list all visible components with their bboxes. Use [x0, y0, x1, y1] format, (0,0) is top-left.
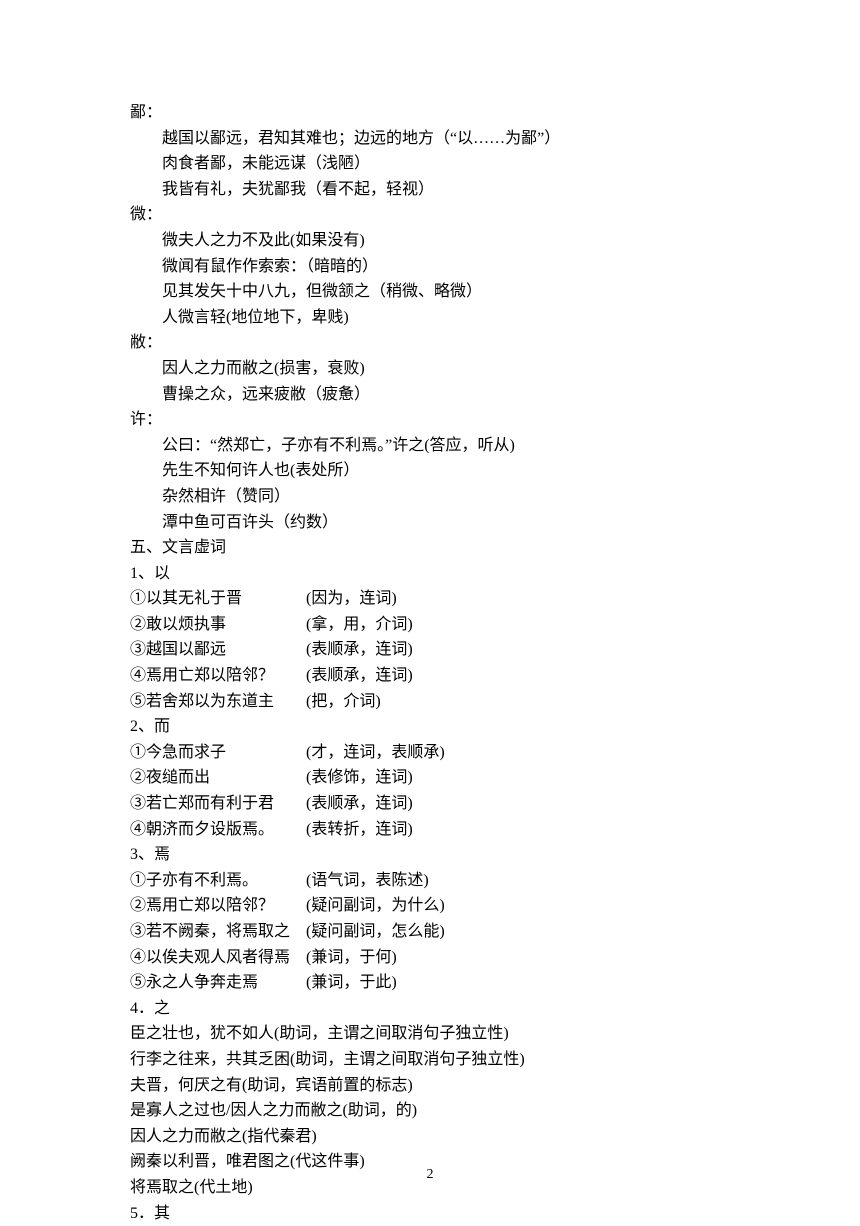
- func-word-row: ③越国以鄙远 (表顺承，连词): [130, 637, 730, 663]
- section-bi2-title: 敝：: [130, 330, 730, 356]
- group-qi-label: 5．其: [130, 1201, 730, 1226]
- document-content: 鄙： 越国以鄙远，君知其难也；边远的地方（“以……为鄙”） 肉食者鄙，未能远谋（…: [130, 100, 730, 1226]
- func-word-row: ②敢以烦执事 (拿，用，介词): [130, 612, 730, 638]
- group-er-label: 2、而: [130, 714, 730, 740]
- section-xu-line: 先生不知何许人也(表处所）: [130, 458, 730, 484]
- group-zhi-line: 臣之壮也，犹不如人(助词，主谓之间取消句子独立性): [130, 1021, 730, 1047]
- section-xu-line: 杂然相许（赞同）: [130, 484, 730, 510]
- section-xu-line: 潭中鱼可百许头（约数）: [130, 510, 730, 536]
- func-word-row: ①以其无礼于晋 (因为，连词): [130, 586, 730, 612]
- group-zhi-line: 行李之往来，共其乏困(助词，主谓之间取消句子独立性): [130, 1047, 730, 1073]
- group-zhi-line: 是寡人之过也/因人之力而敝之(助词，的): [130, 1098, 730, 1124]
- func-word-text: ①子亦有不利焉。: [130, 868, 306, 894]
- section-bi-line: 我皆有礼，夫犹鄙我（看不起，轻视）: [130, 177, 730, 203]
- func-word-row: ⑤永之人争奔走焉 (兼词，于此): [130, 970, 730, 996]
- func-word-note: (因为，连词): [306, 586, 730, 612]
- func-word-text: ④焉用亡郑以陪邻？: [130, 663, 306, 689]
- function-words-title: 五、文言虚词: [130, 535, 730, 561]
- func-word-text: ②焉用亡郑以陪邻？: [130, 893, 306, 919]
- func-word-row: ⑤若舍郑以为东道主 (把，介词): [130, 689, 730, 715]
- section-wei-line: 人微言轻(地位地下，卑贱): [130, 305, 730, 331]
- func-word-row: ③若不阙秦，将焉取之 (疑问副词，怎么能): [130, 919, 730, 945]
- section-bi-line: 肉食者鄙，未能远谋（浅陋）: [130, 151, 730, 177]
- func-word-note: (兼词，于此): [306, 970, 730, 996]
- func-word-row: ④焉用亡郑以陪邻？ (表顺承，连词): [130, 663, 730, 689]
- func-word-text: ③若不阙秦，将焉取之: [130, 919, 306, 945]
- section-wei-line: 微闻有鼠作作索索：（暗暗的）: [130, 254, 730, 280]
- section-xu-title: 许：: [130, 407, 730, 433]
- section-xu-line: 公曰：“然郑亡，子亦有不利焉。”许之(答应，听从): [130, 433, 730, 459]
- func-word-note: (疑问副词，为什么): [306, 893, 730, 919]
- func-word-note: (兼词，于何): [306, 945, 730, 971]
- func-word-note: (表转折，连词): [306, 817, 730, 843]
- func-word-note: (疑问副词，怎么能): [306, 919, 730, 945]
- func-word-text: ④朝济而夕设版焉。: [130, 817, 306, 843]
- func-word-text: ⑤若舍郑以为东道主: [130, 689, 306, 715]
- func-word-note: (语气词，表陈述): [306, 868, 730, 894]
- func-word-row: ④朝济而夕设版焉。 (表转折，连词): [130, 817, 730, 843]
- section-bi-title: 鄙：: [130, 100, 730, 126]
- func-word-text: ⑤永之人争奔走焉: [130, 970, 306, 996]
- section-bi2-line: 因人之力而敝之(损害，衰败): [130, 356, 730, 382]
- func-word-text: ④以俟夫观人风者得焉: [130, 945, 306, 971]
- func-word-note: (表顺承，连词): [306, 663, 730, 689]
- func-word-note: (表修饰，连词): [306, 765, 730, 791]
- func-word-row: ④以俟夫观人风者得焉 (兼词，于何): [130, 945, 730, 971]
- func-word-note: (表顺承，连词): [306, 791, 730, 817]
- group-yi-label: 1、以: [130, 561, 730, 587]
- group-yan-label: 3、焉: [130, 842, 730, 868]
- func-word-row: ②焉用亡郑以陪邻？ (疑问副词，为什么): [130, 893, 730, 919]
- section-wei-title: 微：: [130, 202, 730, 228]
- group-zhi-label: 4．之: [130, 996, 730, 1022]
- group-zhi-line: 因人之力而敝之(指代秦君): [130, 1124, 730, 1150]
- func-word-row: ①今急而求子 (才，连词，表顺承): [130, 740, 730, 766]
- func-word-text: ②敢以烦执事: [130, 612, 306, 638]
- func-word-note: (把，介词): [306, 689, 730, 715]
- section-wei-line: 见其发矢十中八九，但微颔之（稍微、略微）: [130, 279, 730, 305]
- func-word-row: ①子亦有不利焉。 (语气词，表陈述): [130, 868, 730, 894]
- func-word-text: ③越国以鄙远: [130, 637, 306, 663]
- section-wei-line: 微夫人之力不及此(如果没有): [130, 228, 730, 254]
- func-word-text: ①以其无礼于晋: [130, 586, 306, 612]
- func-word-note: (拿，用，介词): [306, 612, 730, 638]
- section-bi-line: 越国以鄙远，君知其难也；边远的地方（“以……为鄙”）: [130, 126, 730, 152]
- func-word-text: ①今急而求子: [130, 740, 306, 766]
- func-word-text: ②夜缒而出: [130, 765, 306, 791]
- group-zhi-line: 夫晋，何厌之有(助词，宾语前置的标志): [130, 1073, 730, 1099]
- section-bi2-line: 曹操之众，远来疲敝（疲惫）: [130, 382, 730, 408]
- func-word-text: ③若亡郑而有利于君: [130, 791, 306, 817]
- func-word-note: (表顺承，连词): [306, 637, 730, 663]
- func-word-row: ③若亡郑而有利于君 (表顺承，连词): [130, 791, 730, 817]
- page-number: 2: [427, 1164, 434, 1186]
- func-word-row: ②夜缒而出 (表修饰，连词): [130, 765, 730, 791]
- func-word-note: (才，连词，表顺承): [306, 740, 730, 766]
